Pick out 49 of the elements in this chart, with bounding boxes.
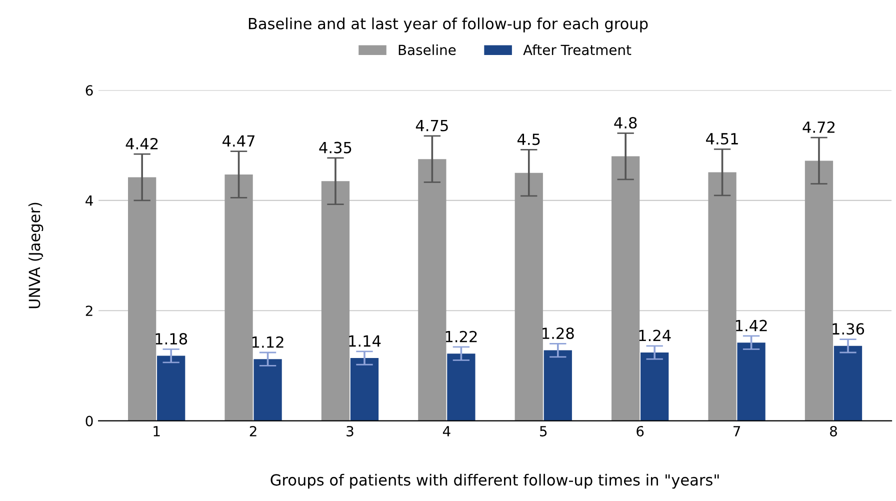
x-axis-title: Groups of patients with different follow-up times in "years" — [270, 474, 719, 489]
data-label: 1.42 — [736, 320, 767, 332]
y-tick-label: 0 — [86, 416, 93, 426]
y-tick-label: 2 — [86, 306, 92, 316]
x-tick-label: 2 — [250, 426, 256, 436]
data-label: 1.22 — [446, 330, 477, 342]
y-tick-label: 4 — [86, 196, 93, 206]
bar — [350, 358, 379, 421]
bar — [224, 174, 253, 421]
y-tick-label: 6 — [86, 85, 93, 96]
bar — [834, 346, 862, 421]
data-label: 4.75 — [416, 120, 448, 132]
data-label: 1.28 — [542, 328, 574, 340]
x-tick-label: 1 — [154, 426, 160, 436]
bar — [254, 359, 282, 421]
data-label: 1.36 — [832, 323, 864, 335]
x-tick-label: 6 — [636, 426, 644, 436]
bar — [157, 356, 186, 421]
bar — [544, 350, 572, 421]
x-tick-label: 4 — [442, 426, 450, 436]
bar — [447, 354, 476, 421]
bar — [321, 181, 350, 421]
legend-label: Baseline — [398, 44, 456, 56]
x-tick-label: 8 — [830, 426, 837, 436]
x-tick-label: 5 — [540, 426, 547, 436]
data-label: 1.24 — [639, 330, 671, 342]
bar — [804, 160, 834, 421]
bar — [708, 172, 736, 421]
data-label: 1.14 — [349, 335, 381, 347]
data-label: 4.72 — [802, 121, 834, 133]
bar — [418, 159, 446, 421]
data-label: 4.5 — [517, 134, 540, 146]
legend-label: After Treatment — [523, 44, 632, 56]
data-label: 4.8 — [614, 116, 637, 129]
data-label: 1.12 — [252, 336, 284, 348]
data-label: 4.35 — [319, 142, 352, 154]
x-tick-label: 3 — [346, 426, 354, 436]
bar — [128, 177, 156, 421]
y-axis-title: UNVA (Jaeger) — [28, 202, 44, 308]
bar — [514, 172, 543, 421]
bar — [612, 156, 640, 421]
bar — [737, 342, 766, 421]
bar — [640, 352, 669, 421]
x-tick-label: 7 — [734, 426, 740, 436]
data-label: 1.18 — [156, 333, 188, 345]
chart-title: Baseline and at last year of follow-up for each group — [248, 18, 648, 32]
data-label: 4.51 — [706, 133, 738, 145]
data-label: 4.47 — [222, 135, 254, 147]
data-label: 4.42 — [126, 138, 158, 150]
